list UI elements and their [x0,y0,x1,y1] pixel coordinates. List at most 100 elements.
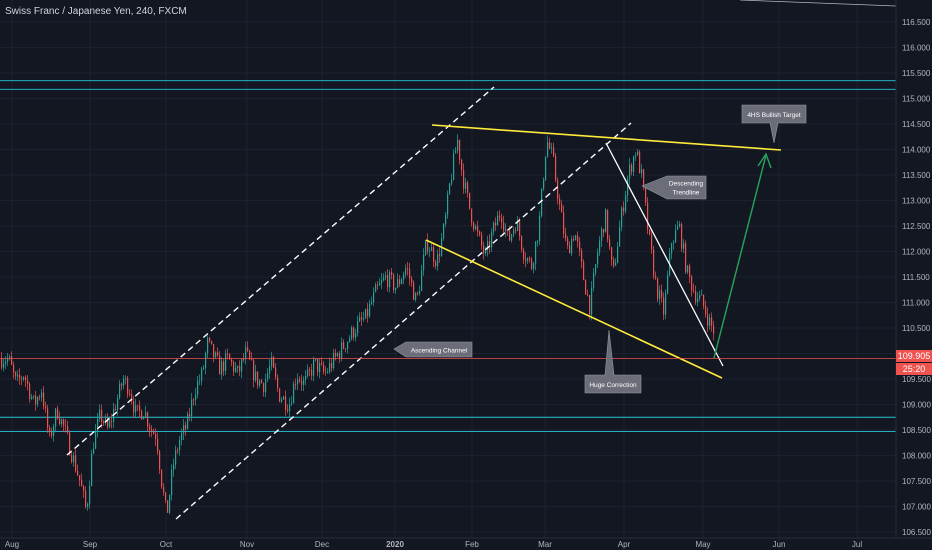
candle-body [43,392,45,407]
candle-body [659,290,661,299]
x-tick-label: Feb [465,540,479,549]
candle-body [365,308,367,319]
candle-body [527,258,529,261]
candle-body [77,471,79,476]
candle-body [239,365,241,372]
candle-body [397,279,399,288]
candle-body [561,204,563,213]
candle-body [623,207,625,212]
candle-body [537,240,539,242]
candle-body [473,222,475,229]
candle-body [211,340,213,344]
x-tick-label: Aug [5,540,19,549]
candle-body [585,279,587,295]
candle-body [267,373,269,380]
candle-body [295,383,297,385]
candles [1,134,715,515]
candle-body [671,243,673,254]
candle-body [291,403,293,405]
candle-body [251,359,253,361]
time-axis[interactable]: Aug Sep Oct Nov Dec 2020 Feb Mar Apr May Jun Jul [0,537,932,549]
candle-body [149,426,151,430]
candle-body [533,263,535,269]
candle-body [215,352,217,358]
price-axis[interactable]: 106.500 107.000 107.500 108.000 108.500 109.0… [895,0,931,538]
candle-body [311,369,313,376]
candle-body [697,298,699,302]
candle-body [483,245,485,254]
candle-body [379,283,381,286]
candle-body [169,495,171,513]
candle-body [249,350,251,360]
candle-body [653,249,655,277]
candle-body [125,378,127,380]
candle-body [341,342,343,359]
candle-body [571,239,573,254]
bullish-target-callout[interactable]: 4HS Bullish Target [741,104,807,144]
candle-body [591,287,593,315]
candle-body [217,352,219,356]
candle-body [563,212,565,234]
last-price-tag: 109.905 [896,350,932,362]
y-tick-label: 109.000 [902,401,931,410]
candle-body [27,380,29,384]
candle-body [123,379,125,386]
candle-body [519,221,521,237]
candle-body [283,396,285,400]
candle-body [153,431,155,435]
candle-body [313,360,315,376]
candle-body [205,353,207,368]
candle-body [347,341,349,349]
candle-body [699,295,701,299]
candle-body [185,425,187,430]
candle-body [101,409,103,422]
candle-body [361,317,363,320]
candle-body [445,214,447,224]
candle-body [131,394,133,402]
candle-body [465,182,467,189]
candle-body [453,153,455,180]
candle-body [49,427,51,432]
huge-correction-callout[interactable]: Huge Correction [584,329,642,394]
candle-body [475,226,477,229]
candle-body [243,359,245,360]
ascending-channel-callout[interactable]: Ascending Channel [393,341,473,358]
y-tick-label: 111.000 [902,299,930,308]
candle-body [403,274,405,280]
candle-body [175,450,177,465]
candle-body [23,377,25,380]
candle-body [245,347,247,360]
candle-body [165,492,167,501]
candle-body [693,290,695,292]
candle-body [271,356,273,367]
target-arrow-line [713,154,767,359]
candle-body [711,317,713,326]
candle-body [293,383,295,404]
candle-body [7,357,9,362]
candle-body [109,420,111,427]
candle-body [385,275,387,278]
candle-body [47,408,49,428]
x-tick-label: Nov [240,540,254,549]
candle-body [219,355,221,375]
candle-body [305,375,307,380]
candle-body [299,379,301,381]
candle-body [375,284,377,293]
target-arrow-head [757,152,772,169]
candle-body [353,327,355,338]
descending-trendline-callout[interactable]: Descending Trendline [641,175,707,200]
candle-body [557,180,559,199]
candle-body [31,396,33,399]
candle-body [617,246,619,263]
y-tick-label: 114.000 [902,146,931,155]
candle-body [201,368,203,381]
candle-body [599,240,601,253]
candle-body [255,371,257,381]
candle-body [589,295,591,315]
candle-body [119,383,121,399]
candle-body [457,139,459,151]
candle-body [447,193,449,215]
candle-body [435,261,437,267]
candle-body [685,243,687,273]
y-tick-label: 108.500 [902,426,931,435]
